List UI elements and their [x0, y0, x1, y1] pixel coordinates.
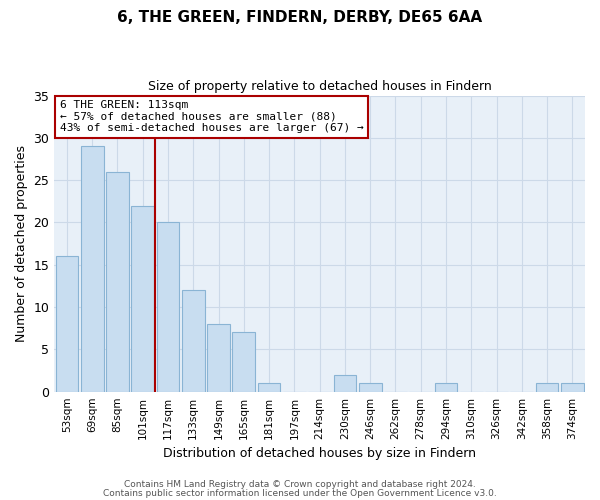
Text: Contains public sector information licensed under the Open Government Licence v3: Contains public sector information licen…	[103, 488, 497, 498]
Title: Size of property relative to detached houses in Findern: Size of property relative to detached ho…	[148, 80, 491, 93]
Bar	[106, 172, 129, 392]
Bar	[561, 383, 584, 392]
Bar	[334, 375, 356, 392]
Text: 6, THE GREEN, FINDERN, DERBY, DE65 6AA: 6, THE GREEN, FINDERN, DERBY, DE65 6AA	[118, 10, 482, 25]
Text: 6 THE GREEN: 113sqm
← 57% of detached houses are smaller (88)
43% of semi-detach: 6 THE GREEN: 113sqm ← 57% of detached ho…	[59, 100, 364, 133]
Bar	[359, 383, 382, 392]
Bar	[131, 206, 154, 392]
Y-axis label: Number of detached properties: Number of detached properties	[15, 145, 28, 342]
Bar	[182, 290, 205, 392]
Bar	[258, 383, 280, 392]
Bar	[232, 332, 255, 392]
Bar	[81, 146, 104, 392]
Bar	[207, 324, 230, 392]
Bar	[536, 383, 559, 392]
Bar	[434, 383, 457, 392]
Bar	[157, 222, 179, 392]
Bar	[56, 256, 78, 392]
X-axis label: Distribution of detached houses by size in Findern: Distribution of detached houses by size …	[163, 447, 476, 460]
Text: Contains HM Land Registry data © Crown copyright and database right 2024.: Contains HM Land Registry data © Crown c…	[124, 480, 476, 489]
